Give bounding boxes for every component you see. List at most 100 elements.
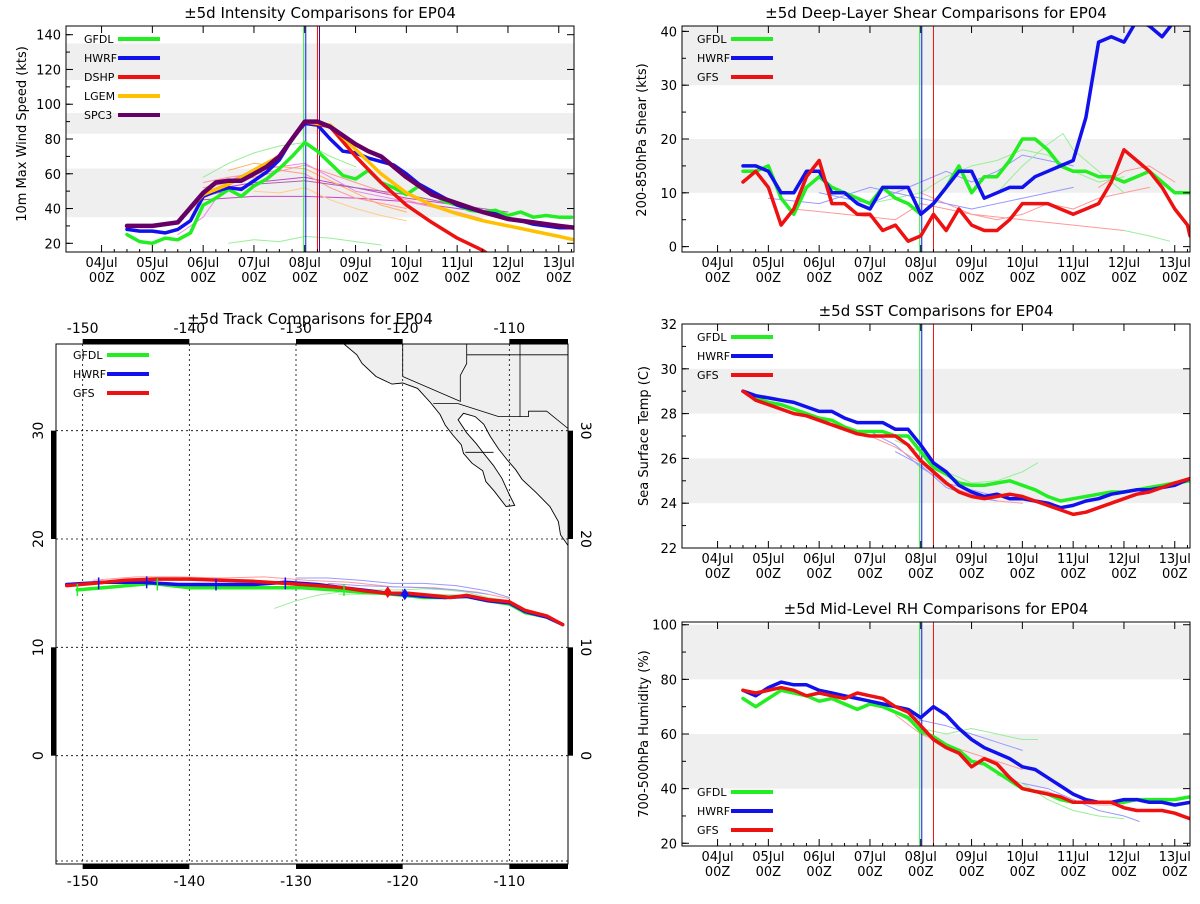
x-tick-label-hour: 00Z [857,271,883,286]
x-tick-label-date: 07Jul [238,256,270,271]
legend-label-gfdl: GFDL [697,786,727,799]
x-tick-label-date: 06Jul [803,256,835,271]
y-tick-label: 26 [660,452,677,467]
x-tick-label-hour: 00Z [292,271,318,286]
x-tick-label-date: 13Jul [1159,552,1191,567]
series-gfdl [741,389,1190,503]
x-tick-label-hour: 00Z [857,865,883,880]
x-tick-label-date: 09Jul [955,256,987,271]
ensemble-track [327,582,489,595]
y-tick-label: 100 [652,619,677,634]
x-tick-label-date: 08Jul [289,256,321,271]
legend-label-gfdl: GFDL [73,349,103,362]
political-border [459,344,468,402]
legend-label-gfdl: GFDL [697,331,727,344]
x-tick-label-hour: 00Z [1060,567,1086,582]
lat-label-left: 20 [31,530,47,548]
y-tick-label: 80 [660,673,677,688]
y-tick-label: 60 [660,728,677,743]
x-tick-label-hour: 00Z [806,567,832,582]
lon-label-bottom: -120 [387,874,419,890]
series-hwrf [741,389,1190,510]
x-tick-label-date: 05Jul [136,256,168,271]
legend-label-spc3: SPC3 [84,109,112,122]
x-tick-label-hour: 00Z [140,271,166,286]
sst-title: ±5d SST Comparisons for EP04 [819,302,1054,320]
land-mass [343,344,568,547]
y-tick-label: 80 [44,133,61,148]
map-border-block [568,430,573,539]
track-panel: ±5d Track Comparisons for EP04 -150 -150 -… [31,310,593,890]
x-tick-label-hour: 00Z [89,271,115,286]
y-tick-label: 28 [660,408,677,423]
y-tick-label: 100 [36,98,61,113]
x-tick-label-date: 08Jul [905,850,937,865]
x-tick-label-hour: 00Z [1010,271,1036,286]
lat-label-left: 30 [31,422,47,440]
legend-label-lgem: LGEM [84,90,115,103]
legend-label-hwrf: HWRF [84,52,117,65]
x-tick-label-date: 11Jul [1057,850,1089,865]
y-tick-label: 40 [44,203,61,218]
lat-label-right: 10 [577,638,593,656]
lon-label-bottom: -130 [280,874,312,890]
x-tick-label-hour: 00Z [705,865,731,880]
legend-label-hwrf: HWRF [697,805,730,818]
map-border-block [82,864,190,869]
x-tick-label-hour: 00Z [546,271,572,286]
x-tick-label-date: 10Jul [1006,850,1038,865]
series-spc3 [124,119,574,230]
ensemble-line [996,133,1125,194]
x-tick-label-date: 05Jul [752,552,784,567]
map-border-block [296,864,403,869]
x-tick-label-date: 09Jul [955,850,987,865]
shaded-band [682,624,1190,680]
x-tick-label-date: 13Jul [1159,850,1191,865]
x-tick-label-date: 10Jul [390,256,422,271]
x-tick-label-hour: 00Z [343,271,369,286]
lon-label-top: -140 [173,321,205,337]
x-tick-label-hour: 00Z [959,865,985,880]
lon-label-top: -130 [280,321,312,337]
series-gfs [741,389,1190,517]
track-title: ±5d Track Comparisons for EP04 [187,310,433,328]
ensemble-track [274,588,510,609]
lon-label-top: -150 [67,321,99,337]
ensemble-line [1021,782,1140,822]
lon-label-top: -110 [493,321,525,337]
y-tick-label: 140 [36,29,61,44]
x-tick-label-hour: 00Z [1060,271,1086,286]
y-tick-label: 10 [660,187,677,202]
x-tick-label-hour: 00Z [1162,271,1188,286]
x-tick-label-date: 04Jul [701,256,733,271]
x-tick-label-hour: 00Z [1111,567,1137,582]
lon-label-bottom: -110 [493,874,525,890]
shear-ylabel: 200-850hPa Shear (kts) [635,63,650,216]
lat-label-right: 20 [577,530,593,548]
x-tick-label-date: 07Jul [854,552,886,567]
x-tick-label-date: 04Jul [701,552,733,567]
x-tick-label-date: 13Jul [1159,256,1191,271]
x-tick-label-hour: 00Z [756,865,782,880]
shear-title: ±5d Deep-Layer Shear Comparisons for EP0… [765,4,1107,22]
x-tick-label-date: 12Jul [1108,552,1140,567]
y-tick-label: 20 [660,133,677,148]
x-tick-label-hour: 00Z [908,271,934,286]
y-tick-label: 30 [660,79,677,94]
x-tick-label-hour: 00Z [908,865,934,880]
x-tick-label-hour: 00Z [1060,865,1086,880]
x-tick-label-hour: 00Z [756,271,782,286]
current-position-marker [383,586,392,599]
legend-label-gfdl: GFDL [84,33,114,46]
legend-label-gfdl: GFDL [697,33,727,46]
rh-panel: ±5d Mid-Level RH Comparisons for EP04 70… [637,600,1191,880]
x-tick-label-date: 06Jul [803,552,835,567]
legend-label-hwrf: HWRF [73,368,106,381]
x-tick-label-date: 13Jul [543,256,575,271]
x-tick-label-hour: 00Z [857,567,883,582]
lon-label-bottom: -140 [173,874,205,890]
x-tick-label-hour: 00Z [1162,567,1188,582]
ensemble-track [295,577,510,598]
